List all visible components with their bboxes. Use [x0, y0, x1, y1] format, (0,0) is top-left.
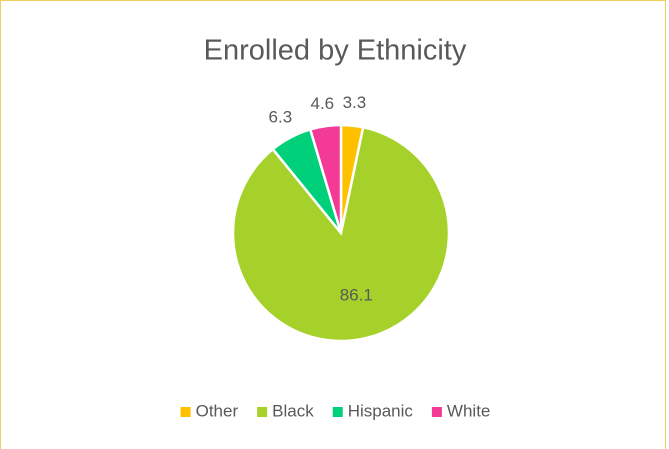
- data-label: 4.6: [311, 94, 335, 113]
- pie-slice: [308, 123, 343, 234]
- legend-label: Other: [196, 401, 239, 420]
- legend-marker: [332, 407, 343, 417]
- pie-slice: [231, 125, 451, 343]
- legend-label: Hispanic: [348, 401, 414, 420]
- chart-title: Enrolled by Ethnicity: [204, 35, 467, 67]
- legend-marker: [431, 407, 442, 417]
- data-label: 6.3: [269, 108, 293, 127]
- legend-marker: [257, 407, 268, 417]
- data-label: 3.3: [343, 93, 367, 112]
- legend-marker: [180, 407, 191, 417]
- data-label: 86.1: [340, 285, 373, 304]
- legend-label: White: [447, 401, 490, 420]
- legend-label: Black: [272, 401, 314, 420]
